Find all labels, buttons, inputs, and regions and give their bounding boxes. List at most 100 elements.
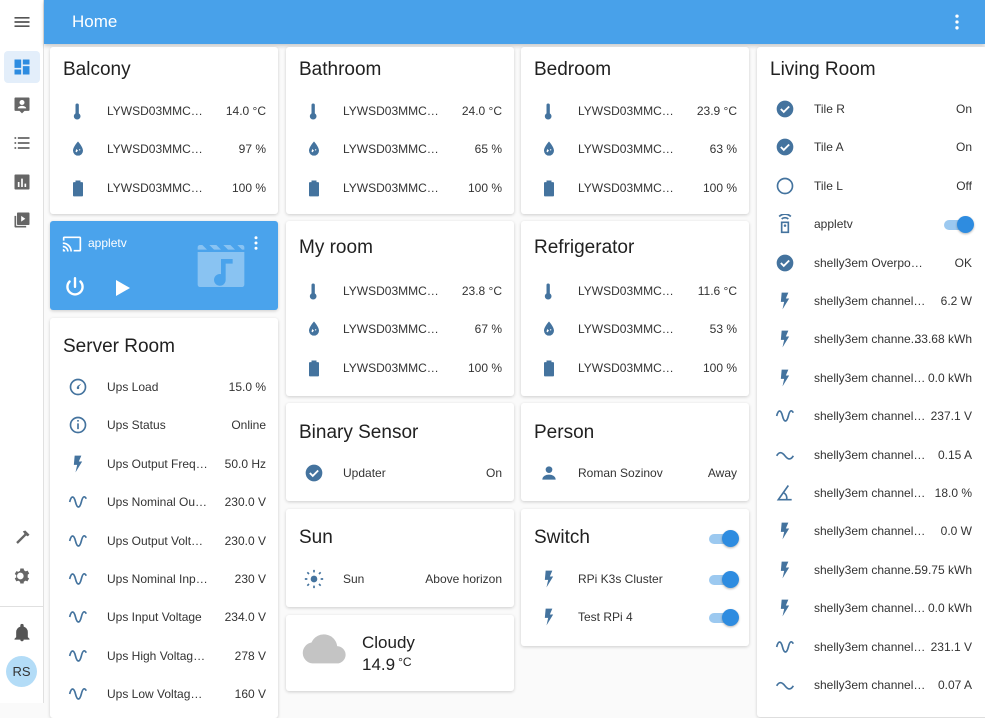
toggle-knob: [957, 216, 974, 234]
bell-icon: [14, 623, 30, 642]
entity-name: shelly3em channel A ...: [814, 486, 927, 500]
entity-row[interactable]: LYWSD03MMC_4 Batt... 100 %: [286, 349, 514, 387]
entity-row[interactable]: LYWSD03MMC_3 Te... 14.0 °C: [50, 92, 278, 130]
entity-row[interactable]: shelly3em channe... 59.75 kWh: [757, 551, 985, 589]
entity-row[interactable]: LYWSD03MMC_1 Humi... 65 %: [286, 130, 514, 168]
more-vertical-icon[interactable]: [247, 234, 265, 252]
entity-row[interactable]: LYWSD03MMC_5 Batt... 100 %: [521, 169, 749, 207]
entity-value: 65 %: [474, 142, 502, 157]
flash-icon: [775, 368, 795, 388]
power-icon[interactable]: [62, 275, 88, 301]
entity-row[interactable]: shelly3em channel B P... 0.0 W: [757, 512, 985, 550]
entity-row[interactable]: Ups Nominal Input Volt... 230 V: [50, 560, 278, 598]
entity-row[interactable]: Ups High Voltage Tran... 278 V: [50, 637, 278, 675]
entity-value: 50.0 Hz: [224, 456, 266, 471]
sidebar-item-map[interactable]: [4, 89, 40, 121]
entity-row[interactable]: Ups Output Frequency 50.0 Hz: [50, 445, 278, 483]
entity-row[interactable]: shelly3em channel B ... 231.1 V: [757, 628, 985, 666]
entity-row[interactable]: LYWSD03MMC_2 Humi... 53 %: [521, 310, 749, 348]
remote-icon: [775, 213, 795, 234]
sidebar-item-developer-tools[interactable]: [4, 522, 40, 554]
entity-row[interactable]: shelly3em channel A P... 6.2 W: [757, 282, 985, 320]
entity-row[interactable]: appletv: [757, 205, 985, 243]
entity-name: LYWSD03MMC_3 Humi...: [107, 142, 208, 157]
entity-row[interactable]: shelly3em channel A... 0.0 kWh: [757, 359, 985, 397]
entity-row[interactable]: LYWSD03MMC_1 Batt... 100 %: [286, 169, 514, 207]
entity-name: LYWSD03MMC_4 Humi...: [343, 322, 444, 337]
entity-value: 100 %: [702, 180, 737, 195]
play-icon[interactable]: [110, 276, 134, 300]
entity-row[interactable]: shelly3em channel A ... 18.0 %: [757, 474, 985, 512]
entity-row[interactable]: LYWSD03MMC_4 Humi... 67 %: [286, 310, 514, 348]
entity-row[interactable]: LYWSD03MMC_5 Humi... 63 %: [521, 130, 749, 168]
entity-row[interactable]: LYWSD03MMC_4 Te... 23.8 °C: [286, 272, 514, 310]
check-circle-icon: [775, 99, 795, 119]
more-options-button[interactable]: [947, 12, 967, 32]
entity-row[interactable]: shelly3em channel B C... 0.07 A: [757, 666, 985, 704]
entity-row[interactable]: Roman Sozinov Away: [521, 454, 749, 492]
thermometer-icon: [539, 281, 559, 301]
entity-row[interactable]: Ups Load 15.0 %: [50, 368, 278, 406]
switch-all-toggle[interactable]: [707, 530, 739, 547]
entity-toggle[interactable]: [942, 216, 974, 234]
card-person: Person Roman Sozinov Away: [521, 403, 749, 501]
top-app-bar: Home: [44, 0, 985, 44]
entity-row[interactable]: LYWSD03MMC_2 Batt... 100 %: [521, 349, 749, 387]
entity-row[interactable]: Test RPi 4: [521, 598, 749, 636]
card-weather[interactable]: Cloudy 14.9 °C: [286, 615, 514, 691]
sidebar-item-overview[interactable]: [4, 51, 40, 83]
circle-outline-icon: [775, 176, 795, 196]
entity-name: LYWSD03MMC_3 Batt...: [107, 180, 208, 195]
sidebar-item-history[interactable]: [4, 166, 40, 198]
entity-name: shelly3em channel B C...: [814, 678, 927, 692]
entity-toggle[interactable]: [707, 571, 739, 588]
angle-icon: [775, 483, 795, 503]
entity-value: 6.2 W: [940, 294, 972, 308]
entity-row[interactable]: shelly3em channel A ... 0.15 A: [757, 436, 985, 474]
entity-value: On: [485, 466, 502, 480]
entity-row[interactable]: Ups Status Online: [50, 406, 278, 444]
sidebar-item-settings[interactable]: [4, 560, 40, 592]
media-player-card[interactable]: appletv: [50, 221, 278, 310]
entity-name: Ups Load: [107, 380, 159, 394]
toggle-knob: [722, 609, 739, 627]
avatar[interactable]: RS: [6, 656, 37, 687]
sidebar-item-logbook[interactable]: [4, 127, 40, 159]
entity-row[interactable]: Tile L Off: [757, 167, 985, 205]
entity-row[interactable]: shelly3em channe... 33.68 kWh: [757, 320, 985, 358]
entity-name: Updater: [343, 466, 386, 480]
card-title: My room: [299, 237, 373, 258]
entity-name: Ups High Voltage Tran...: [107, 648, 208, 663]
entity-row[interactable]: shelly3em Overpowering OK: [757, 244, 985, 282]
entity-row[interactable]: Ups Low Voltage Trans... 160 V: [50, 675, 278, 713]
current-ac-icon: [775, 675, 795, 695]
entity-row[interactable]: LYWSD03MMC_2 Te... 11.6 °C: [521, 272, 749, 310]
entity-row[interactable]: shelly3em channel A ... 237.1 V: [757, 397, 985, 435]
menu-button[interactable]: [4, 6, 40, 38]
thermometer-icon: [304, 101, 324, 121]
entity-value: Away: [707, 466, 737, 480]
entity-row[interactable]: Ups Input Voltage 234.0 V: [50, 598, 278, 636]
entity-row[interactable]: shelly3em channel B... 0.0 kWh: [757, 589, 985, 627]
entity-name: shelly3em channe...: [814, 332, 921, 347]
battery-icon: [539, 358, 559, 378]
entity-row[interactable]: Tile R On: [757, 90, 985, 128]
entity-name: Tile A: [814, 140, 844, 155]
entity-row[interactable]: RPi K3s Cluster: [521, 560, 749, 598]
entity-row[interactable]: LYWSD03MMC_5 Te... 23.9 °C: [521, 92, 749, 130]
sidebar-divider: [0, 606, 44, 607]
entity-row[interactable]: Ups Nominal Output ... 230.0 V: [50, 483, 278, 521]
entity-row[interactable]: LYWSD03MMC_3 Batt... 100 %: [50, 169, 278, 207]
entity-row[interactable]: Sun Above horizon: [286, 560, 514, 598]
entity-row[interactable]: Tile A On: [757, 128, 985, 166]
entity-row[interactable]: LYWSD03MMC_1 Te... 24.0 °C: [286, 92, 514, 130]
sidebar-item-notifications[interactable]: [4, 617, 40, 649]
entity-name: Ups Nominal Output ...: [107, 495, 208, 510]
entity-row[interactable]: LYWSD03MMC_3 Humi... 97 %: [50, 130, 278, 168]
check-circle-icon: [775, 137, 795, 157]
entity-row[interactable]: Updater On: [286, 454, 514, 492]
sidebar-item-media[interactable]: [4, 204, 40, 236]
entity-name: LYWSD03MMC_4 Batt...: [343, 360, 444, 375]
entity-row[interactable]: Ups Output Voltage 230.0 V: [50, 522, 278, 560]
entity-toggle[interactable]: [707, 609, 739, 627]
